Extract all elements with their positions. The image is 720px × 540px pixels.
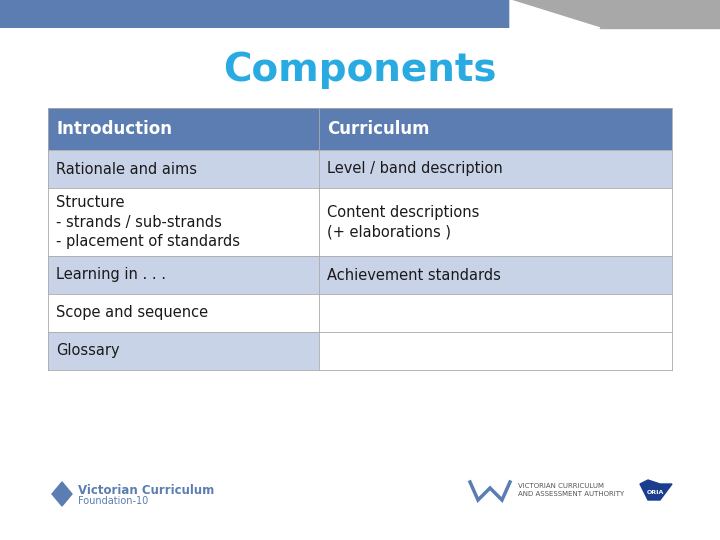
Bar xyxy=(319,256,672,294)
Text: Components: Components xyxy=(223,51,497,89)
Bar xyxy=(0,0,510,28)
Bar xyxy=(48,150,319,188)
Text: Victorian Curriculum: Victorian Curriculum xyxy=(78,483,215,496)
Bar xyxy=(319,150,672,188)
Bar xyxy=(319,332,672,370)
Polygon shape xyxy=(640,480,672,500)
Bar xyxy=(48,256,319,294)
Polygon shape xyxy=(52,482,72,506)
Text: Achievement standards: Achievement standards xyxy=(327,267,501,282)
Bar xyxy=(48,332,319,370)
Text: Level / band description: Level / band description xyxy=(327,161,503,177)
Bar xyxy=(319,188,672,256)
Text: ORIA: ORIA xyxy=(647,489,664,495)
Text: Introduction: Introduction xyxy=(56,120,172,138)
Text: Glossary: Glossary xyxy=(56,343,120,359)
Bar xyxy=(319,294,672,332)
Text: Rationale and aims: Rationale and aims xyxy=(56,161,197,177)
Bar xyxy=(48,188,319,256)
Text: Content descriptions
(+ elaborations ): Content descriptions (+ elaborations ) xyxy=(327,205,480,239)
Text: Foundation-10: Foundation-10 xyxy=(78,496,148,506)
Text: Structure
- strands / sub-strands
- placement of standards: Structure - strands / sub-strands - plac… xyxy=(56,195,240,249)
Polygon shape xyxy=(510,0,720,28)
Bar xyxy=(48,294,319,332)
Text: VICTORIAN CURRICULUM
AND ASSESSMENT AUTHORITY: VICTORIAN CURRICULUM AND ASSESSMENT AUTH… xyxy=(518,483,624,497)
Text: Curriculum: Curriculum xyxy=(327,120,430,138)
Text: Scope and sequence: Scope and sequence xyxy=(56,306,208,321)
Bar xyxy=(48,108,672,150)
Polygon shape xyxy=(510,0,600,28)
Text: Learning in . . .: Learning in . . . xyxy=(56,267,166,282)
